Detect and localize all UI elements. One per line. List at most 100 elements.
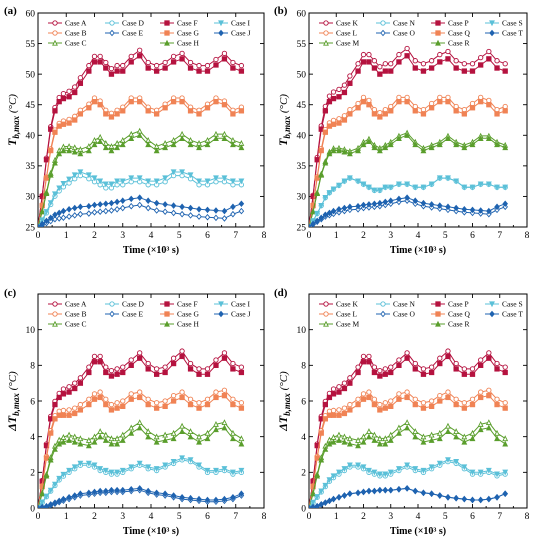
series-point bbox=[56, 497, 62, 505]
series-point bbox=[502, 68, 508, 74]
series-point bbox=[47, 171, 54, 178]
series-point bbox=[170, 169, 177, 176]
series-point bbox=[230, 401, 236, 408]
series-point bbox=[377, 114, 383, 120]
series-point bbox=[204, 68, 211, 74]
series-point bbox=[213, 394, 219, 401]
series-point bbox=[66, 176, 73, 183]
series-point bbox=[71, 433, 78, 440]
series-point bbox=[60, 407, 67, 414]
series-point bbox=[179, 56, 185, 62]
series-point bbox=[382, 106, 388, 113]
legend-marker bbox=[323, 39, 329, 46]
series-point bbox=[230, 111, 236, 117]
series-point bbox=[145, 65, 151, 71]
series-point bbox=[77, 80, 84, 86]
legend-marker bbox=[380, 310, 386, 318]
series-point bbox=[355, 489, 361, 497]
series-point bbox=[382, 68, 388, 74]
series-point bbox=[66, 213, 72, 220]
series-point bbox=[77, 375, 84, 381]
series-point bbox=[128, 429, 135, 436]
series-point bbox=[86, 210, 92, 217]
series-point bbox=[71, 492, 78, 499]
series-point bbox=[238, 108, 245, 114]
y-tick-label: 25 bbox=[26, 223, 36, 233]
series-point bbox=[366, 97, 372, 104]
series-point bbox=[502, 369, 508, 376]
series-point bbox=[77, 401, 84, 408]
series-point bbox=[60, 147, 67, 154]
series-point bbox=[145, 178, 152, 185]
series-point bbox=[162, 398, 168, 404]
series-point bbox=[97, 428, 104, 434]
x-tick-label: 1 bbox=[334, 231, 339, 241]
series-point bbox=[85, 147, 92, 154]
series-point bbox=[420, 467, 427, 474]
legend-marker bbox=[435, 39, 441, 46]
series-point bbox=[341, 380, 348, 386]
series-point bbox=[478, 389, 484, 395]
series-point bbox=[371, 487, 378, 495]
series-point bbox=[366, 433, 372, 440]
series-point bbox=[213, 362, 219, 368]
series-point bbox=[114, 111, 120, 117]
series-point bbox=[366, 487, 372, 495]
series-point bbox=[366, 59, 372, 65]
series-point bbox=[145, 197, 151, 205]
series-point bbox=[114, 400, 120, 406]
legend-item: Case G bbox=[160, 310, 199, 319]
series-point bbox=[485, 424, 492, 431]
series-point bbox=[395, 181, 402, 188]
series-point bbox=[371, 396, 378, 402]
series-point bbox=[322, 211, 329, 219]
series-point bbox=[213, 426, 219, 433]
series-point bbox=[341, 405, 348, 411]
series-point bbox=[486, 102, 492, 108]
series-point bbox=[97, 394, 103, 401]
series-point bbox=[119, 437, 126, 443]
y-axis-title-unit: (°C) bbox=[278, 371, 290, 393]
legend-marker bbox=[52, 39, 58, 46]
series-point bbox=[318, 147, 324, 154]
x-tick-label: 2 bbox=[92, 231, 97, 241]
series-point bbox=[341, 89, 348, 96]
legend-marker bbox=[52, 301, 58, 307]
legend-item: Case P bbox=[431, 19, 469, 28]
series-point bbox=[502, 440, 509, 447]
series-point bbox=[60, 412, 67, 418]
legend-item: Case N bbox=[376, 300, 415, 309]
series-point bbox=[477, 426, 484, 433]
series-point bbox=[346, 435, 353, 442]
x-tick-label: 3 bbox=[120, 512, 125, 522]
series-point bbox=[461, 144, 468, 151]
series-point bbox=[120, 62, 126, 69]
series-point bbox=[213, 496, 219, 504]
panel-label: (b) bbox=[274, 5, 288, 17]
x-tick-label: 7 bbox=[497, 231, 502, 241]
series-point bbox=[453, 65, 459, 71]
series-point bbox=[502, 61, 508, 67]
series-point bbox=[56, 475, 63, 482]
legend-label: Case Q bbox=[448, 310, 470, 319]
series-point bbox=[355, 147, 361, 154]
series-point bbox=[43, 175, 50, 181]
series-point bbox=[371, 469, 378, 476]
series-point bbox=[187, 141, 194, 148]
series-point bbox=[387, 197, 394, 205]
series-point bbox=[187, 204, 194, 212]
legend-label: Case B bbox=[65, 29, 86, 38]
series-point bbox=[461, 205, 468, 213]
series-point bbox=[377, 486, 383, 494]
legend-marker bbox=[218, 301, 224, 308]
legend-label: Case H bbox=[177, 320, 199, 329]
series-point bbox=[204, 496, 211, 504]
x-tick-label: 5 bbox=[177, 512, 182, 522]
series-point bbox=[39, 193, 45, 200]
series-point bbox=[347, 111, 353, 117]
series-point bbox=[153, 438, 160, 445]
series-point bbox=[162, 175, 169, 182]
series-point bbox=[230, 360, 236, 367]
series-point bbox=[428, 144, 435, 151]
series-point bbox=[377, 407, 383, 413]
